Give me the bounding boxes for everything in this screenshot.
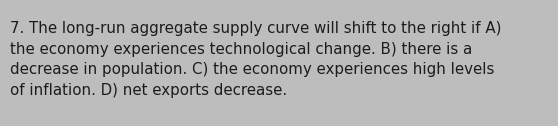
Text: 7. The long-run aggregate supply curve will shift to the right if A)
the economy: 7. The long-run aggregate supply curve w…: [10, 21, 502, 98]
